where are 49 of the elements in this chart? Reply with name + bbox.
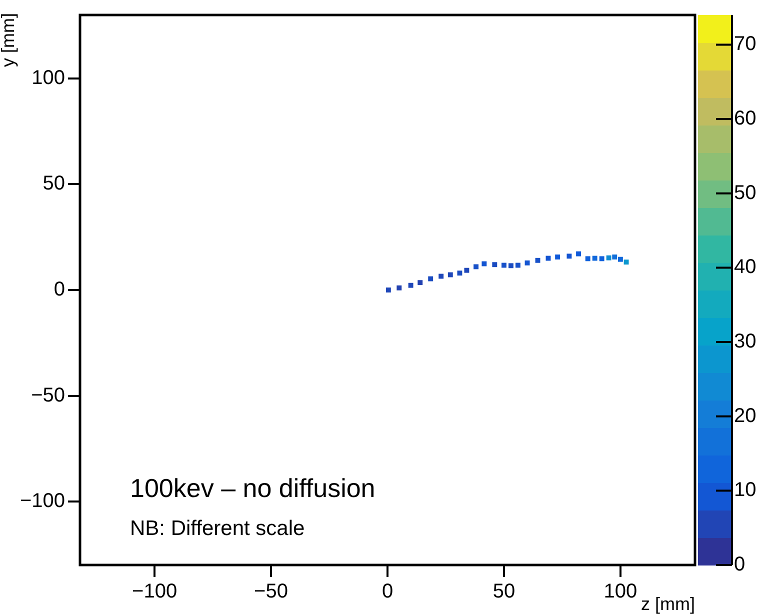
point [618,256,623,262]
point [566,254,572,259]
color-bar-label: 0 [734,554,746,576]
point [464,268,470,273]
annotation: NB: Different scale [130,517,305,540]
x-tick-label: −50 [254,580,288,603]
point [606,255,612,260]
color-bar-label: 40 [734,256,756,278]
point [457,270,462,276]
point [438,274,444,279]
point [418,280,423,286]
x-tick-label: 50 [492,580,516,603]
point [612,254,618,260]
y-tick-label: −50 [31,384,65,406]
point [492,262,498,268]
y-tick-label: 100 [32,66,65,89]
x-tick-label: −100 [132,580,178,603]
x-tick-label: 100 [604,580,638,603]
point [396,285,402,290]
annotation: 100kev – no diffusion [130,473,376,503]
point [428,276,434,282]
point [555,254,560,260]
color-bar-label: 10 [734,479,756,502]
point [408,282,414,288]
point [448,272,453,278]
point [535,258,540,263]
x-tick-label: 0 [382,580,394,603]
point [515,262,520,268]
color-bar-label: 70 [734,33,756,56]
y-tick-label: 0 [54,278,65,301]
point [576,251,581,256]
color-bar-label: 60 [734,108,756,130]
point [386,288,391,292]
point [624,260,629,265]
point [599,256,604,262]
point [502,262,506,268]
color-bar-label: 20 [734,404,756,427]
point [585,256,590,262]
point [474,264,478,270]
point [508,263,514,268]
x-axis-title: z [mm] [641,594,695,614]
point [592,256,598,261]
color-bar-label: 50 [734,182,756,204]
color-bar-label: 30 [734,330,756,353]
y-tick-label: 50 [42,172,65,195]
point [482,261,487,266]
point [524,260,530,266]
y-axis-title: y [mm] [0,13,18,67]
y-tick-label: −100 [20,490,65,512]
